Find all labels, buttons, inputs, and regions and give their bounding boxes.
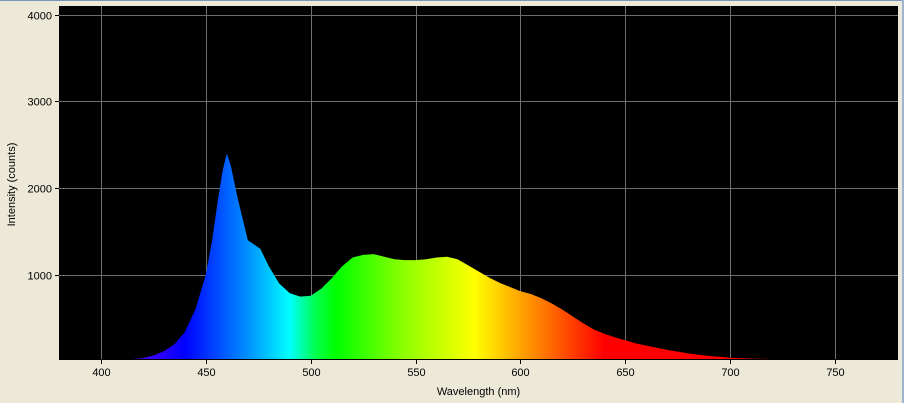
x-tick-label: 650: [616, 367, 634, 379]
x-tick-label: 600: [511, 367, 529, 379]
x-tick-label: 550: [407, 367, 425, 379]
x-tick-label: 400: [92, 367, 110, 379]
x-tick-label: 750: [826, 367, 844, 379]
y-tick-label: 3000: [28, 97, 52, 109]
x-tick-label: 500: [302, 367, 320, 379]
y-tick-label: 2000: [28, 184, 52, 196]
y-tick-label: 4000: [28, 11, 52, 23]
window-border-right: [902, 0, 904, 403]
x-tick-label: 700: [721, 367, 739, 379]
x-tick-label: 450: [197, 367, 215, 379]
spectrum-area: [132, 153, 815, 359]
axes: 400 450 500 550 600 650 700 750 1000 2000 3000 4000: [28, 11, 898, 379]
x-axis-label: Wavelength (nm): [437, 386, 520, 398]
y-tick-label: 1000: [28, 271, 52, 283]
window-border-top: [0, 0, 904, 1]
y-axis-label: Intensity (counts): [6, 143, 18, 227]
